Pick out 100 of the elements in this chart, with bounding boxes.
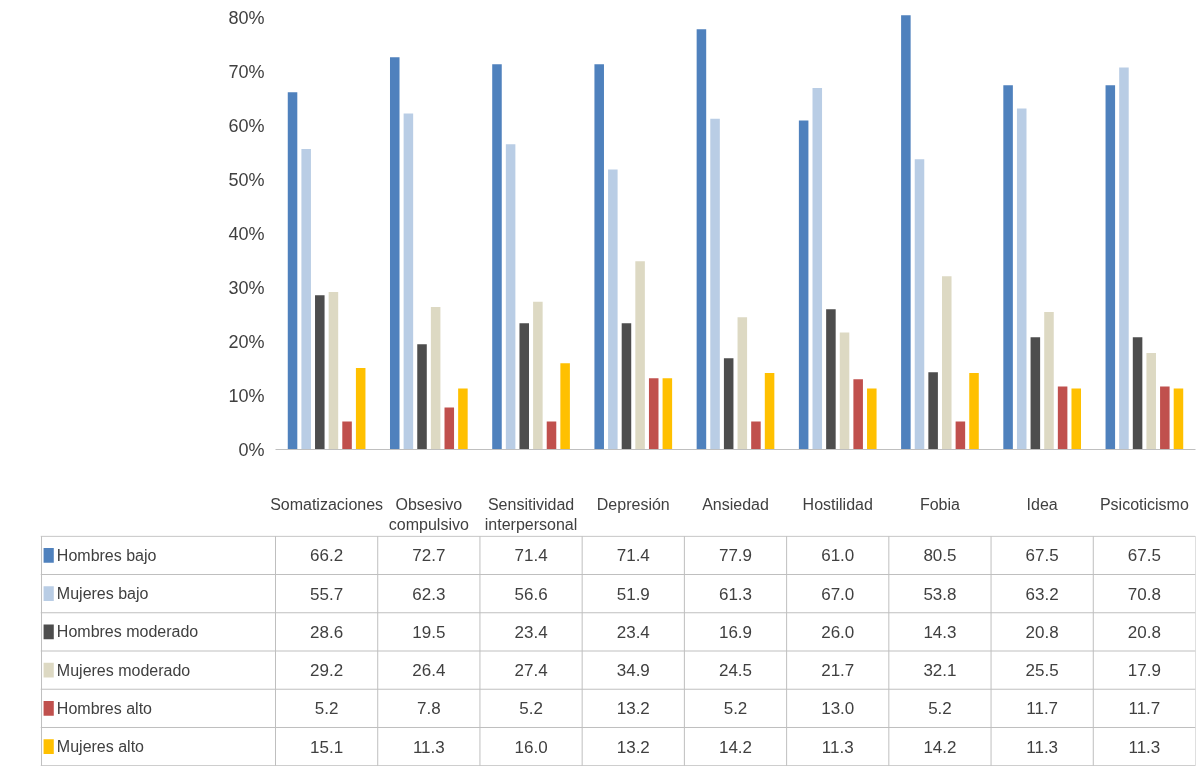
data-label: 13.2	[616, 699, 650, 719]
bar	[696, 29, 707, 450]
bar	[1119, 67, 1129, 450]
y-tick-label: 20%	[228, 331, 265, 352]
x-tick-label: Depresión	[596, 495, 670, 513]
data-label: 21.7	[821, 661, 855, 681]
data-label: 32.1	[923, 661, 957, 681]
bar	[764, 372, 775, 450]
bar	[389, 57, 400, 450]
bar	[955, 421, 966, 450]
bar	[315, 295, 325, 450]
y-tick-label: 10%	[228, 385, 265, 406]
data-label: 16.9	[718, 622, 753, 642]
bar	[355, 368, 366, 450]
data-label: 70.8	[1127, 584, 1161, 604]
bar	[839, 332, 850, 450]
data-label: 5.2	[314, 699, 339, 719]
data-label: 66.2	[310, 546, 344, 566]
bar	[1057, 386, 1068, 450]
data-label: 53.8	[923, 584, 957, 604]
legend-label: Hombres bajo	[56, 546, 157, 564]
bar	[1003, 85, 1013, 450]
bar	[328, 291, 339, 450]
bar	[648, 378, 659, 450]
bar	[1030, 337, 1041, 450]
bar	[621, 323, 632, 450]
bar	[417, 344, 427, 450]
legend-label: Hombres moderado	[56, 623, 199, 641]
data-label: 29.2	[310, 661, 344, 681]
data-label: 62.3	[412, 584, 446, 604]
data-label: 25.5	[1025, 661, 1059, 681]
bar	[287, 92, 298, 450]
data-label: 14.2	[718, 737, 753, 757]
data-label: 23.4	[514, 622, 548, 642]
data-label: 28.6	[310, 622, 344, 642]
bar	[635, 261, 645, 450]
data-label: 80.5	[923, 546, 957, 566]
bar	[662, 378, 673, 450]
data-label: 11.3	[1128, 737, 1161, 757]
data-label: 71.4	[616, 546, 650, 566]
data-label: 5.2	[519, 699, 543, 719]
x-tick-label: Hostilidad	[802, 495, 873, 513]
data-label: 61.0	[821, 546, 855, 566]
y-tick-label: 80%	[228, 7, 265, 28]
bar	[1173, 388, 1184, 450]
bar	[1160, 386, 1170, 450]
data-label: 13.0	[821, 699, 855, 719]
x-tick-label: Somatizaciones	[270, 495, 384, 513]
bar	[594, 64, 604, 450]
x-tick-label: Ansiedad	[702, 495, 769, 513]
data-label: 67.5	[1127, 546, 1161, 566]
bar	[403, 113, 414, 450]
bar	[710, 118, 720, 450]
data-label: 5.2	[928, 699, 952, 719]
bar	[969, 372, 979, 450]
data-label: 56.6	[514, 584, 548, 604]
data-label: 17.9	[1127, 661, 1161, 681]
data-label: 11.3	[821, 737, 854, 757]
data-label: 23.4	[616, 622, 650, 642]
bar	[560, 363, 570, 450]
bar	[901, 15, 911, 450]
bar	[812, 88, 823, 450]
data-label: 11.3	[1026, 737, 1059, 757]
x-tick-label: Obsesivo compulsivo	[388, 495, 469, 533]
x-tick-label: Idea	[1026, 495, 1058, 513]
bar	[505, 144, 516, 450]
data-label: 63.2	[1025, 584, 1059, 604]
data-label: 55.7	[310, 584, 344, 604]
y-tick-label: 40%	[228, 223, 265, 244]
bar	[430, 307, 441, 450]
y-tick-label: 0%	[238, 439, 265, 460]
data-label: 67.5	[1025, 546, 1059, 566]
bar	[1016, 108, 1027, 450]
y-tick-label: 30%	[228, 277, 265, 298]
y-tick-label: 60%	[228, 115, 265, 136]
bar	[914, 159, 925, 450]
bar	[533, 301, 543, 450]
bar	[853, 379, 863, 450]
data-label: 15.1	[310, 737, 344, 757]
bar	[751, 421, 761, 450]
bar	[1044, 311, 1054, 450]
x-tick-label: Fobia	[919, 495, 961, 513]
data-label: 11.7	[1026, 699, 1059, 719]
bar	[458, 388, 468, 450]
data-label: 14.3	[923, 622, 957, 642]
data-label: 13.2	[616, 737, 650, 757]
legend-label: Mujeres moderado	[56, 661, 191, 679]
legend-label: Mujeres bajo	[56, 585, 149, 603]
bar	[941, 276, 952, 450]
data-label: 71.4	[514, 546, 548, 566]
bar	[1146, 352, 1156, 450]
bar	[737, 317, 748, 450]
legend-label: Hombres alto	[56, 699, 153, 717]
data-label: 16.0	[514, 737, 548, 757]
data-label: 20.8	[1127, 622, 1161, 642]
y-tick-label: 70%	[228, 61, 265, 82]
bar	[867, 388, 877, 450]
bar	[1071, 388, 1082, 450]
data-label: 20.8	[1025, 622, 1059, 642]
bar	[546, 421, 557, 450]
